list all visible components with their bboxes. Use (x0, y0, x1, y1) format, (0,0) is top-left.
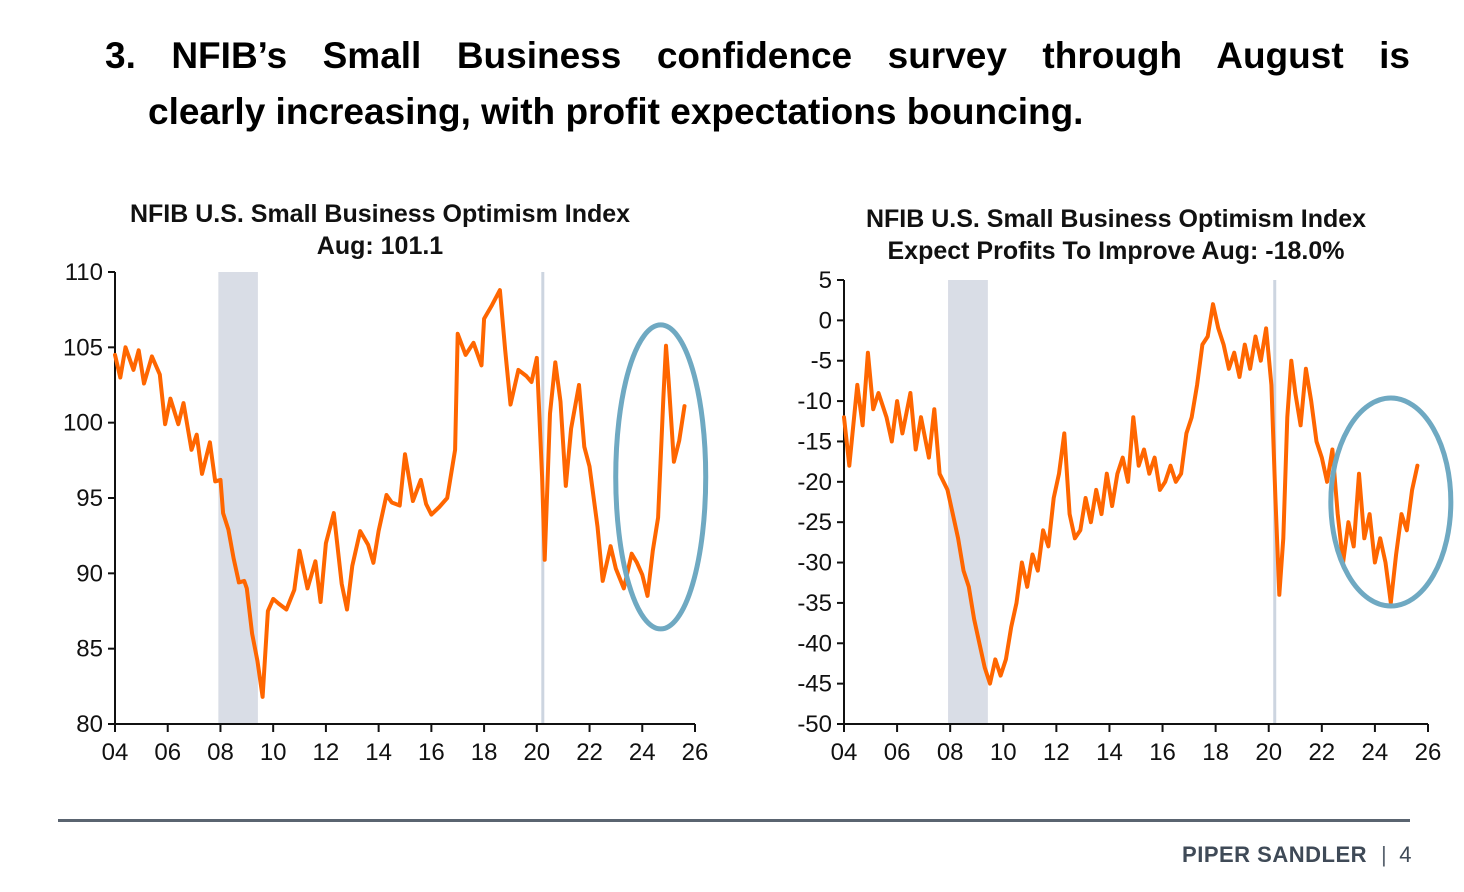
footer-rule (58, 819, 1410, 822)
x-tick-label: 20 (523, 739, 550, 766)
footer-separator: | (1381, 842, 1388, 867)
x-tick-label: 16 (418, 739, 445, 766)
x-tick-label: 10 (260, 739, 287, 766)
x-tick-label: 08 (937, 739, 964, 766)
x-tick-label: 26 (682, 739, 709, 766)
x-tick-label: 04 (102, 739, 129, 766)
x-tick-label: 10 (990, 739, 1017, 766)
chart-subtitle: Aug: 101.1 (316, 232, 444, 260)
x-tick-label: 26 (1415, 739, 1442, 766)
y-tick-label: -40 (797, 630, 832, 657)
y-tick-label: -25 (797, 509, 832, 536)
x-tick-label: 12 (1043, 739, 1070, 766)
highlight-circle (1328, 395, 1454, 609)
y-tick-label: 105 (63, 334, 103, 361)
y-tick-label: 80 (76, 711, 103, 738)
y-tick-label: -20 (797, 469, 832, 496)
y-tick-label: 95 (76, 485, 103, 512)
y-tick-label: 5 (819, 267, 832, 294)
x-tick-label: 04 (831, 739, 858, 766)
x-tick-label: 16 (1149, 739, 1176, 766)
x-tick-label: 06 (154, 739, 181, 766)
x-tick-label: 06 (884, 739, 911, 766)
y-tick-label: -5 (811, 348, 832, 375)
y-tick-label: 85 (76, 636, 103, 663)
slide-title-line-1: 3. NFIB’s Small Business confidence surv… (105, 35, 1410, 76)
chart-title: NFIB U.S. Small Business Optimism Index (865, 205, 1367, 233)
y-tick-label: -15 (797, 428, 832, 455)
series-line (842, 302, 1420, 686)
chart-title: NFIB U.S. Small Business Optimism Index (129, 200, 631, 228)
x-tick-label: 24 (629, 739, 656, 766)
footer-brand: PIPER SANDLER (1182, 842, 1368, 867)
optimism-index-plot: 80 85 90 95 100 105 110 04 06 08 10 12 14 16 18 20 22 24 2… (63, 259, 709, 766)
x-tick-label: 20 (1255, 739, 1282, 766)
x-tick-label: 14 (365, 739, 392, 766)
y-tick-label: 100 (63, 410, 103, 437)
y-tick-label: -30 (797, 550, 832, 577)
x-tick-label: 18 (1202, 739, 1229, 766)
x-tick-label: 22 (1308, 739, 1335, 766)
chart-subtitle: Expect Profits To Improve Aug: -18.0% (887, 237, 1345, 265)
y-tick-label: -50 (797, 711, 832, 738)
series-line (113, 288, 687, 699)
slide-title-line-2: clearly increasing, with profit expectat… (148, 91, 1084, 132)
expect-profits-chart: NFIB U.S. Small Business Optimism Index … (768, 195, 1464, 785)
y-tick-label: 110 (65, 259, 103, 286)
x-tick-label: 24 (1362, 739, 1389, 766)
slide-title: 3. NFIB’s Small Business confidence surv… (105, 28, 1410, 140)
y-tick-label: -35 (797, 590, 832, 617)
y-tick-label: 0 (819, 307, 832, 334)
page-number: 4 (1399, 842, 1412, 867)
y-tick-label: -45 (797, 671, 832, 698)
x-tick-label: 14 (1096, 739, 1123, 766)
y-tick-label: 90 (76, 560, 103, 587)
x-tick-label: 22 (576, 739, 603, 766)
optimism-index-chart: NFIB U.S. Small Business Optimism Index … (40, 190, 720, 780)
x-tick-label: 08 (207, 739, 234, 766)
x-tick-label: 18 (471, 739, 498, 766)
footer: PIPER SANDLER | 4 (1182, 842, 1412, 868)
recession-shading (218, 272, 258, 724)
highlight-circle (613, 322, 709, 632)
y-tick-label: -10 (797, 388, 832, 415)
x-tick-label: 12 (313, 739, 340, 766)
